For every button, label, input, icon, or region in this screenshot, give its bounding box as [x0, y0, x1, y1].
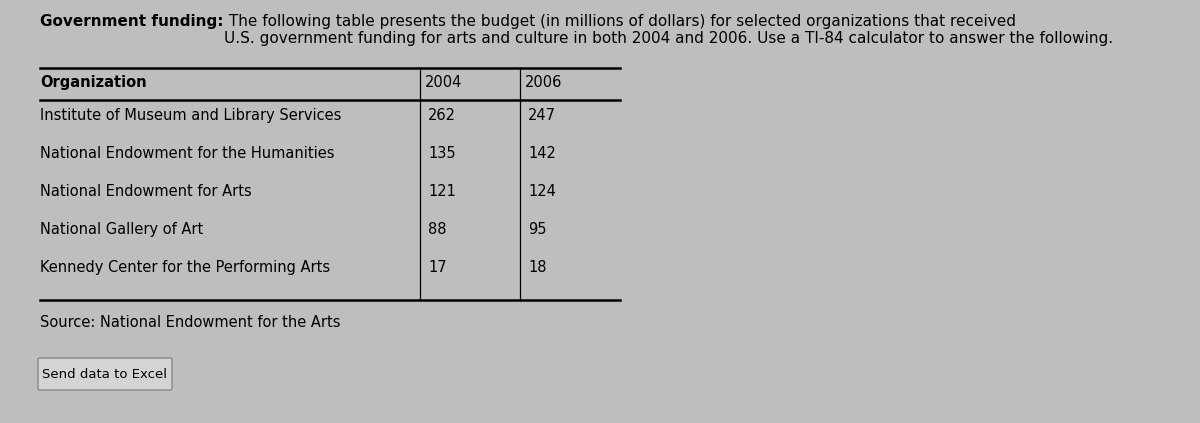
Text: 2004: 2004	[425, 75, 462, 90]
Text: 121: 121	[428, 184, 456, 199]
Text: 124: 124	[528, 184, 556, 199]
Text: Institute of Museum and Library Services: Institute of Museum and Library Services	[40, 108, 341, 123]
Text: Government funding:: Government funding:	[40, 14, 223, 29]
Text: National Endowment for the Humanities: National Endowment for the Humanities	[40, 146, 335, 161]
Text: National Gallery of Art: National Gallery of Art	[40, 222, 203, 237]
Text: 135: 135	[428, 146, 456, 161]
Text: Organization: Organization	[40, 75, 146, 90]
Text: 142: 142	[528, 146, 556, 161]
Text: National Endowment for Arts: National Endowment for Arts	[40, 184, 252, 199]
Text: 2006: 2006	[526, 75, 563, 90]
Text: Send data to Excel: Send data to Excel	[42, 368, 168, 381]
Text: 262: 262	[428, 108, 456, 123]
Text: 95: 95	[528, 222, 546, 237]
Text: 247: 247	[528, 108, 556, 123]
FancyBboxPatch shape	[38, 358, 172, 390]
Text: 18: 18	[528, 260, 546, 275]
Text: Kennedy Center for the Performing Arts: Kennedy Center for the Performing Arts	[40, 260, 330, 275]
Text: Source: National Endowment for the Arts: Source: National Endowment for the Arts	[40, 315, 341, 330]
Text: 17: 17	[428, 260, 446, 275]
Text: The following table presents the budget (in millions of dollars) for selected or: The following table presents the budget …	[223, 14, 1112, 47]
Text: 88: 88	[428, 222, 446, 237]
